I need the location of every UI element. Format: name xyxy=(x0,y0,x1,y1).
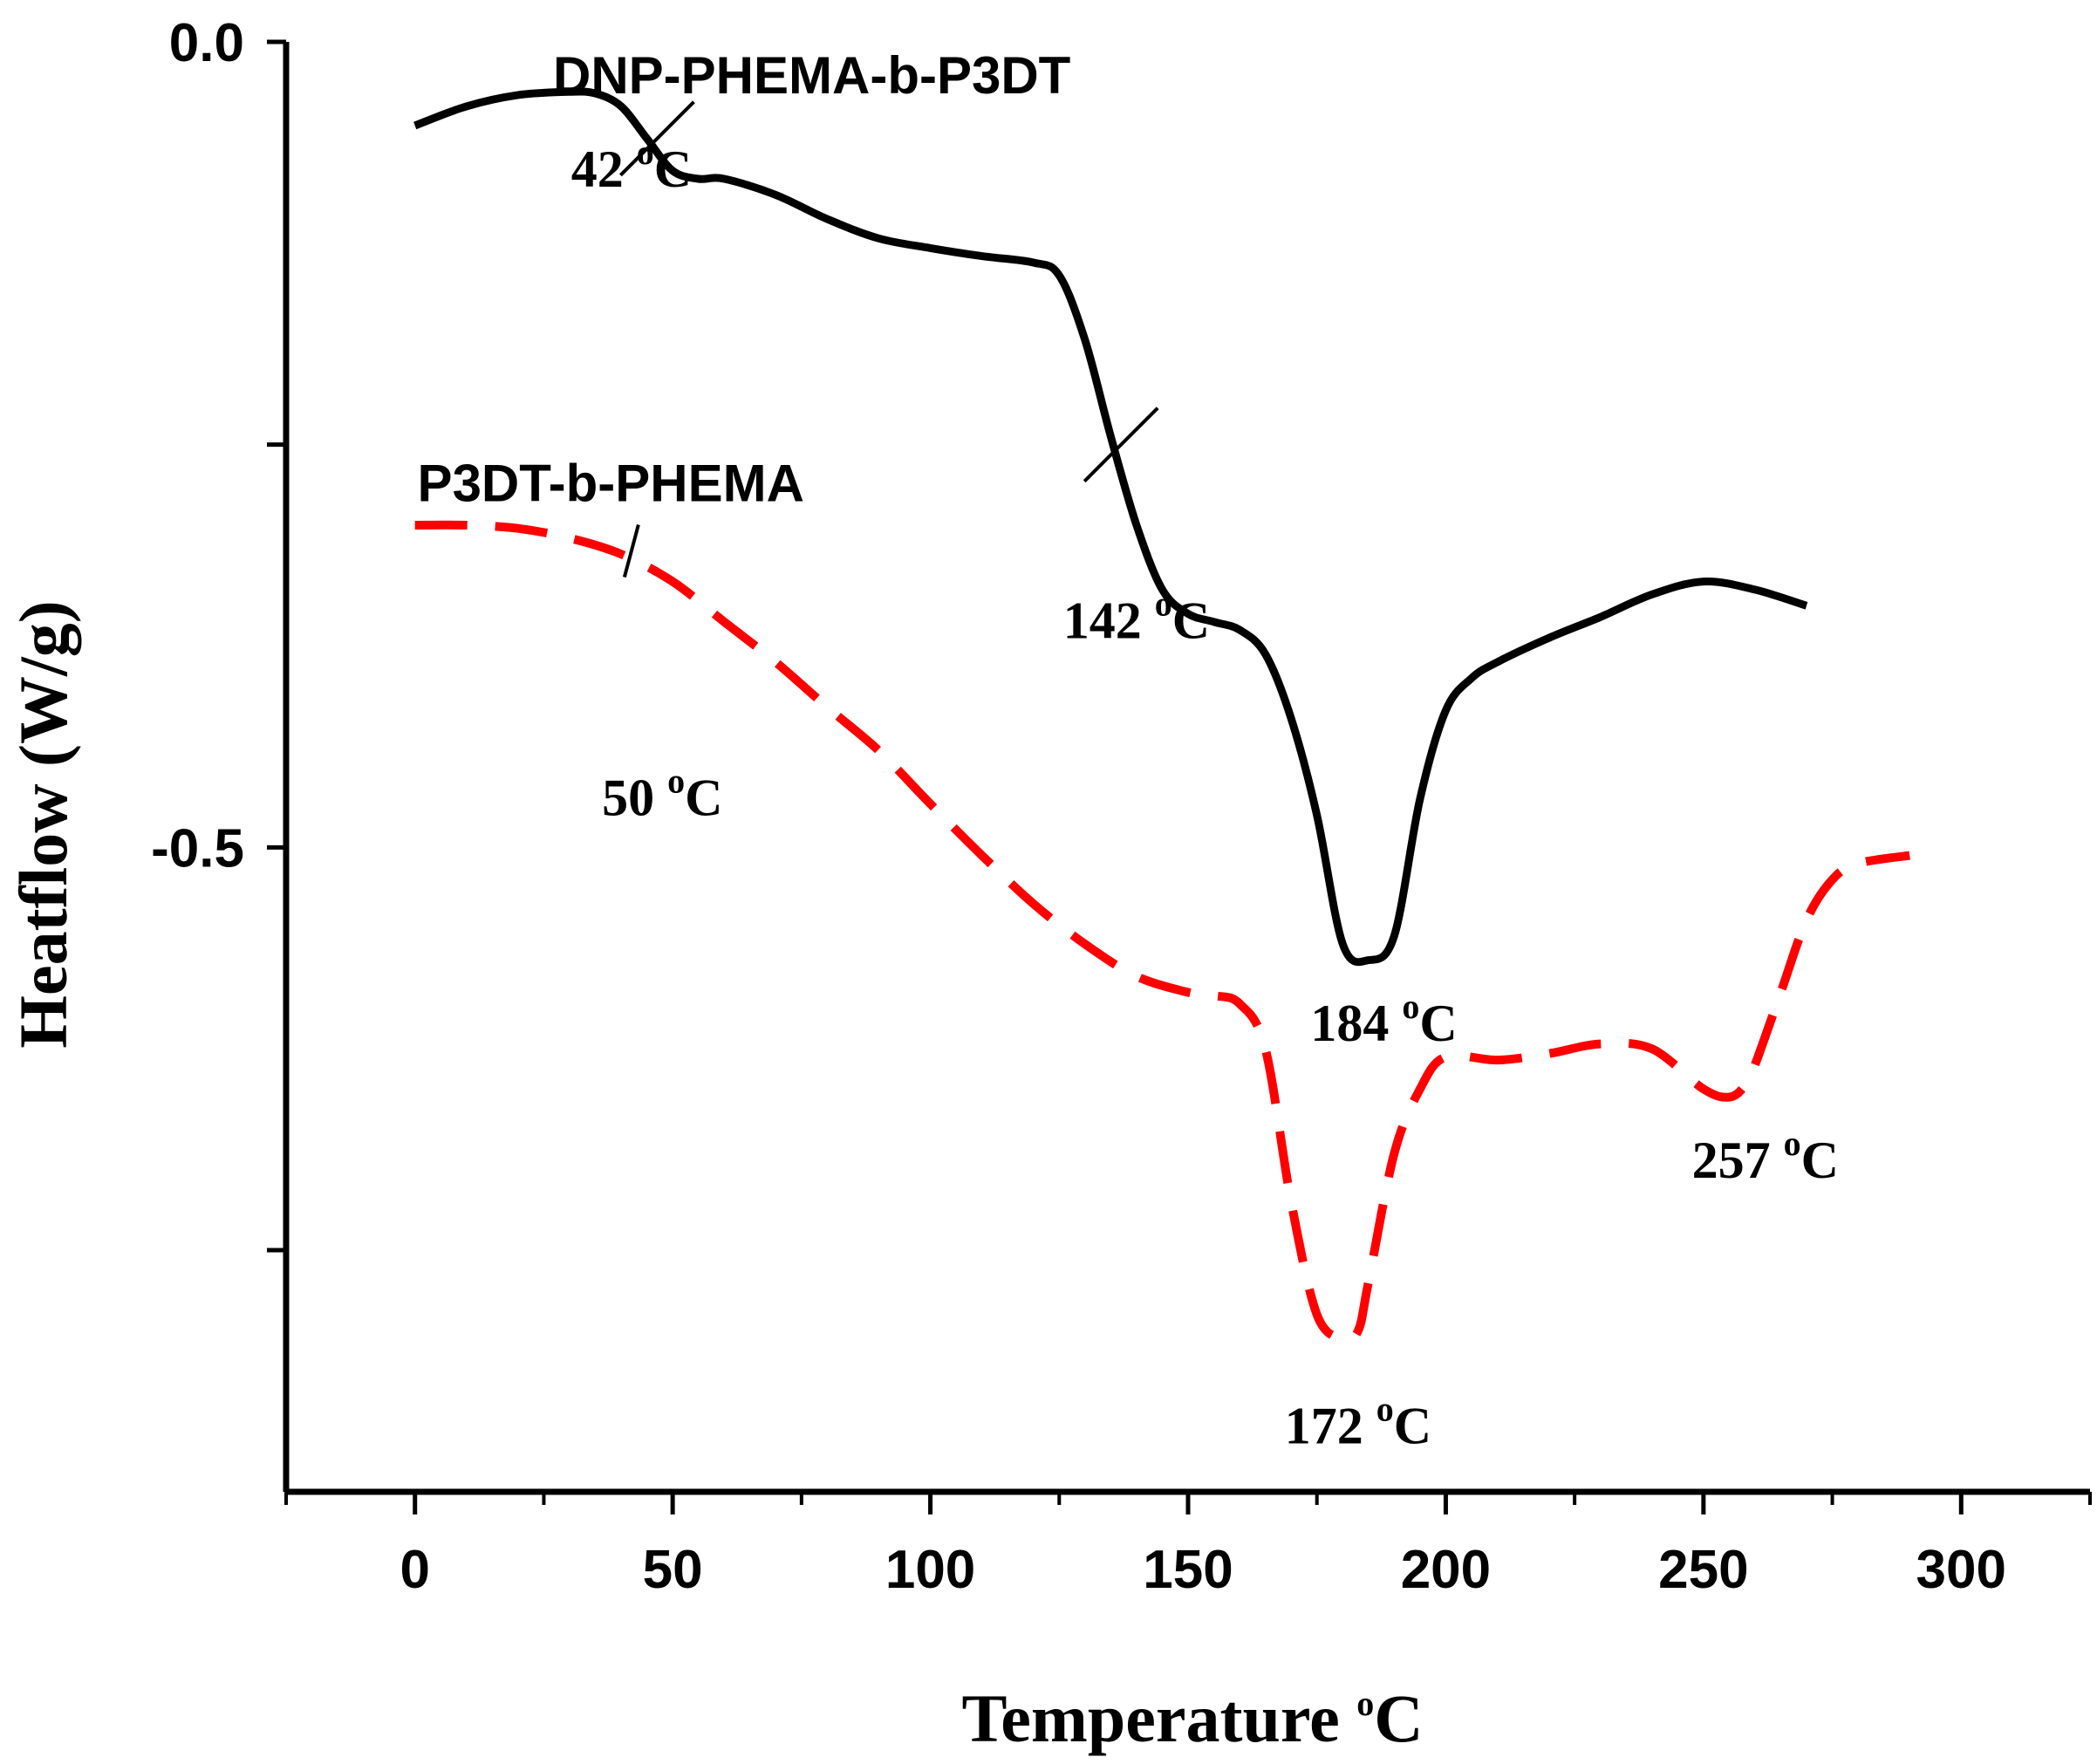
y-axis-title: Heatflow (W/g) xyxy=(5,600,81,1048)
y-tick-label: 0.0 xyxy=(169,13,244,73)
tangent-mark xyxy=(1083,407,1159,483)
series-line-2 xyxy=(414,520,1910,1344)
series-label-1: DNP-PHEMA-b-P3DT xyxy=(553,46,1070,105)
y-tick-label: -0.5 xyxy=(151,818,244,879)
temperature-annotation: 172 oC xyxy=(1285,1390,1431,1455)
x-tick-label: 150 xyxy=(1143,1540,1233,1600)
series-line-1 xyxy=(413,87,1808,967)
temperature-annotation: 142 oC xyxy=(1063,584,1210,649)
x-tick-label: 50 xyxy=(643,1540,703,1600)
x-axis-title: Temperature oC xyxy=(961,1680,1423,1756)
tangent-mark xyxy=(619,100,695,177)
series-labels: DNP-PHEMA-b-P3DT P3DT-b-PHEMA xyxy=(418,46,1071,512)
tangent-mark xyxy=(622,524,640,578)
x-tick-label: 0 xyxy=(400,1540,429,1600)
y-ticks: 0.0 -0.5 xyxy=(151,13,286,1253)
axes xyxy=(283,42,2090,1495)
x-tick-label: 300 xyxy=(1916,1540,2006,1600)
x-ticks: 0 50 100 150 200 250 300 xyxy=(284,1492,2092,1600)
temperature-annotation: 50 oC xyxy=(602,761,722,826)
x-tick-label: 250 xyxy=(1658,1540,1748,1600)
temperature-annotation: 257 oC xyxy=(1692,1124,1839,1189)
temperature-annotation: 184 oC xyxy=(1310,987,1457,1052)
series-layer xyxy=(413,87,1910,1344)
x-tick-label: 200 xyxy=(1401,1540,1491,1600)
annotations: 42 oC 142 oC 50 oC 184 oC 257 oC 172 oC xyxy=(571,133,1839,1454)
x-tick-label: 100 xyxy=(885,1540,975,1600)
series-label-2: P3DT-b-PHEMA xyxy=(418,454,804,512)
tangent-marks xyxy=(619,100,1159,578)
temperature-annotation: 42 oC xyxy=(571,133,692,198)
